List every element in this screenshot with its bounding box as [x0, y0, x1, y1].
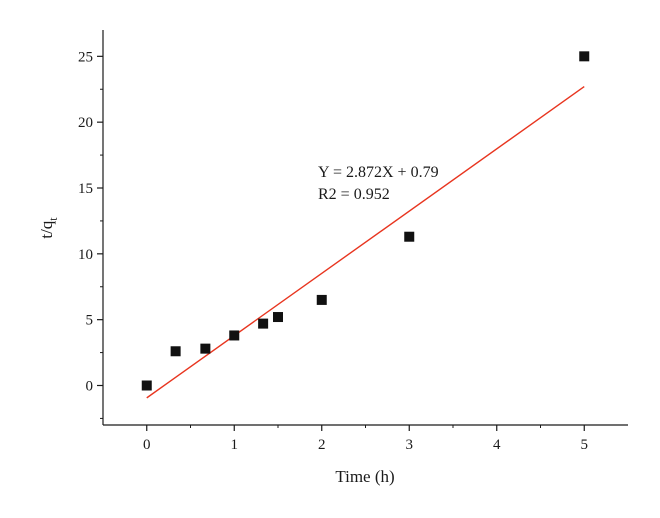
data-points	[141, 51, 590, 391]
y-tick-label-0: 0	[86, 379, 94, 395]
y-tick-label-5: 25	[78, 49, 93, 65]
y-tick-label-2: 10	[78, 247, 93, 263]
x-tick-label-3: 3	[406, 437, 414, 453]
axes	[102, 30, 628, 426]
x-tick-label-1: 1	[231, 437, 239, 453]
y-tick-label-4: 20	[78, 115, 93, 131]
data-point-2	[200, 343, 211, 354]
data-point-7	[404, 231, 415, 242]
y-tick-label-3: 15	[78, 181, 93, 197]
fit-line	[146, 86, 585, 399]
data-point-4	[258, 318, 269, 329]
data-point-1	[170, 346, 181, 357]
x-tick-label-0: 0	[143, 437, 151, 453]
x-tick-label-2: 2	[318, 437, 326, 453]
data-point-0	[141, 380, 152, 391]
y-tick-label-1: 5	[86, 313, 94, 329]
x-tick-label-5: 5	[581, 437, 589, 453]
y-axis-title-main: t/q	[37, 220, 56, 238]
x-axis-title: Time (h)	[335, 467, 394, 486]
x-ticks: 0 1 2 3 4 5	[143, 425, 588, 453]
data-point-8	[579, 51, 590, 62]
fit-r2: R2 = 0.952	[318, 186, 390, 203]
y-axis-title-sub: t	[46, 217, 60, 221]
y-axis-title: t/qt	[37, 217, 60, 239]
data-point-6	[316, 294, 327, 305]
data-point-5	[273, 312, 283, 323]
y-ticks: 0 5 10 15 20 25	[78, 49, 103, 419]
data-point-3	[229, 330, 240, 341]
fit-equation: Y = 2.872X + 0.79	[318, 164, 439, 181]
fit-line-group	[146, 86, 585, 399]
x-tick-label-4: 4	[493, 437, 501, 453]
